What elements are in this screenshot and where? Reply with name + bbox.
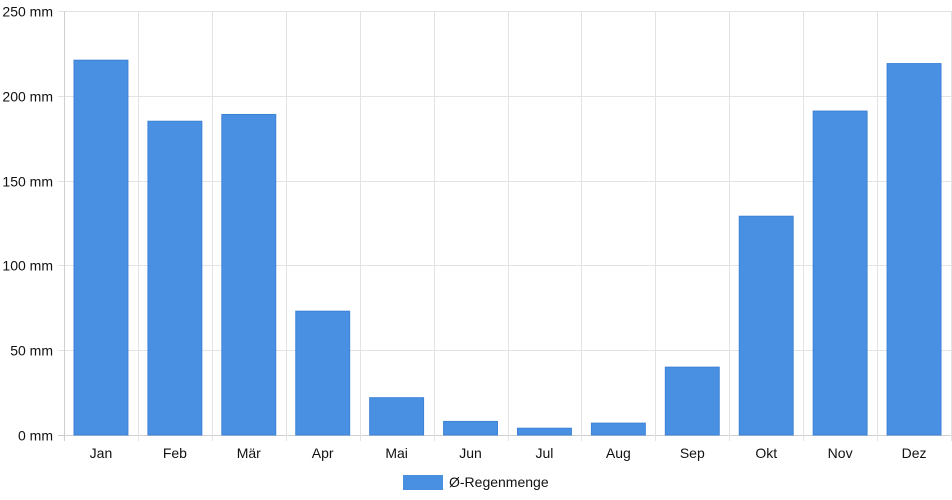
x-tick-label: Jun bbox=[459, 445, 482, 461]
legend-swatch[interactable] bbox=[403, 475, 443, 490]
x-tick-label: Nov bbox=[828, 445, 853, 461]
grid bbox=[58, 11, 952, 441]
y-tick-label: 50 mm bbox=[10, 343, 53, 359]
bar-mär[interactable] bbox=[221, 113, 277, 436]
y-tick-label: 250 mm bbox=[2, 4, 53, 20]
x-tick-label: Apr bbox=[312, 445, 334, 461]
bar-mai[interactable] bbox=[369, 397, 425, 436]
bar-okt[interactable] bbox=[738, 215, 794, 436]
bar-jul[interactable] bbox=[517, 427, 572, 436]
bar-dez[interactable] bbox=[886, 63, 942, 436]
y-axis-tick-labels: 0 mm 50 mm 100 mm 150 mm 200 mm 250 mm bbox=[2, 4, 53, 444]
x-tick-label: Dez bbox=[902, 445, 927, 461]
x-tick-label: Sep bbox=[680, 445, 705, 461]
x-tick-label: Okt bbox=[755, 445, 777, 461]
legend[interactable]: Ø-Regenmenge bbox=[403, 474, 549, 490]
y-tick-label: 0 mm bbox=[18, 428, 53, 444]
x-tick-label: Aug bbox=[606, 445, 631, 461]
x-tick-label: Mär bbox=[237, 445, 261, 461]
bars bbox=[73, 59, 942, 436]
bar-jan[interactable] bbox=[73, 59, 129, 436]
x-tick-label: Mai bbox=[385, 445, 408, 461]
y-tick-label: 100 mm bbox=[2, 258, 53, 274]
bar-jun[interactable] bbox=[443, 420, 498, 436]
legend-label-rainfall[interactable]: Ø-Regenmenge bbox=[449, 474, 549, 490]
x-tick-label: Jul bbox=[536, 445, 554, 461]
bar-aug[interactable] bbox=[590, 422, 646, 436]
bar-apr[interactable] bbox=[295, 310, 351, 436]
x-tick-label: Feb bbox=[163, 445, 187, 461]
y-tick-label: 200 mm bbox=[2, 89, 53, 105]
x-tick-label: Jan bbox=[90, 445, 113, 461]
x-axis-tick-labels: Jan Feb Mär Apr Mai Jun Jul Aug Sep Okt Nov Dez bbox=[90, 445, 927, 461]
bar-nov[interactable] bbox=[812, 110, 868, 436]
y-tick-label: 150 mm bbox=[2, 174, 53, 190]
bar-feb[interactable] bbox=[147, 120, 203, 436]
bar-sep[interactable] bbox=[664, 366, 720, 436]
